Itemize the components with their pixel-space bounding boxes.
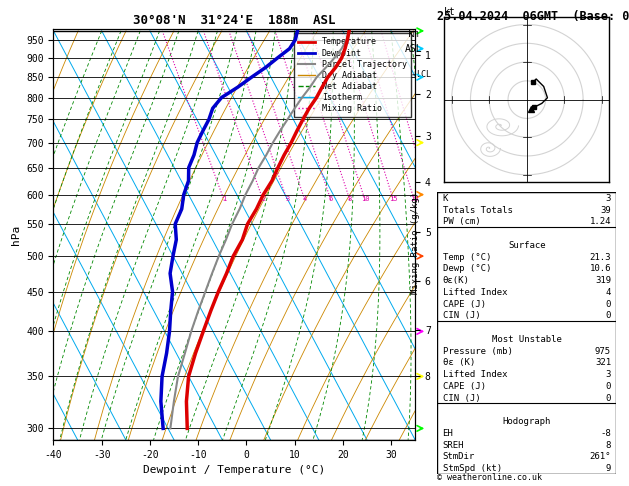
Text: 1.24: 1.24 bbox=[589, 217, 611, 226]
Y-axis label: hPa: hPa bbox=[11, 225, 21, 244]
Text: SREH: SREH bbox=[443, 441, 464, 450]
Text: StmDir: StmDir bbox=[443, 452, 475, 461]
Text: 3: 3 bbox=[285, 196, 289, 202]
Text: © weatheronline.co.uk: © weatheronline.co.uk bbox=[437, 473, 542, 482]
X-axis label: Dewpoint / Temperature (°C): Dewpoint / Temperature (°C) bbox=[143, 465, 325, 475]
Text: 0: 0 bbox=[606, 300, 611, 309]
Text: 4: 4 bbox=[606, 288, 611, 297]
Text: PW (cm): PW (cm) bbox=[443, 217, 480, 226]
Text: Mixing Ratio (g/kg): Mixing Ratio (g/kg) bbox=[411, 192, 420, 294]
Text: ASL: ASL bbox=[405, 44, 423, 54]
Text: CAPE (J): CAPE (J) bbox=[443, 300, 486, 309]
Text: Temp (°C): Temp (°C) bbox=[443, 253, 491, 261]
Text: 10.6: 10.6 bbox=[589, 264, 611, 274]
Text: Totals Totals: Totals Totals bbox=[443, 206, 513, 215]
Text: 2: 2 bbox=[261, 196, 265, 202]
Text: 39: 39 bbox=[600, 206, 611, 215]
Text: LCL: LCL bbox=[416, 70, 431, 79]
Text: 21.3: 21.3 bbox=[589, 253, 611, 261]
Text: 25.04.2024  06GMT  (Base: 06): 25.04.2024 06GMT (Base: 06) bbox=[437, 10, 629, 23]
Text: 319: 319 bbox=[595, 276, 611, 285]
Title: 30°08'N  31°24'E  188m  ASL: 30°08'N 31°24'E 188m ASL bbox=[133, 14, 335, 27]
Text: θε(K): θε(K) bbox=[443, 276, 469, 285]
Text: Lifted Index: Lifted Index bbox=[443, 370, 507, 379]
Legend: Temperature, Dewpoint, Parcel Trajectory, Dry Adiabat, Wet Adiabat, Isotherm, Mi: Temperature, Dewpoint, Parcel Trajectory… bbox=[294, 34, 411, 117]
Text: 0: 0 bbox=[606, 382, 611, 391]
Text: K: K bbox=[443, 194, 448, 203]
Text: 6: 6 bbox=[329, 196, 333, 202]
Text: StmSpd (kt): StmSpd (kt) bbox=[443, 464, 502, 473]
Text: CIN (J): CIN (J) bbox=[443, 394, 480, 402]
Text: 9: 9 bbox=[606, 464, 611, 473]
Text: 20: 20 bbox=[410, 196, 418, 202]
Text: Lifted Index: Lifted Index bbox=[443, 288, 507, 297]
Text: -8: -8 bbox=[600, 429, 611, 438]
Text: CAPE (J): CAPE (J) bbox=[443, 382, 486, 391]
Text: 975: 975 bbox=[595, 347, 611, 356]
Text: 10: 10 bbox=[361, 196, 369, 202]
Text: Surface: Surface bbox=[508, 241, 545, 250]
Text: Most Unstable: Most Unstable bbox=[492, 335, 562, 344]
Text: km: km bbox=[408, 29, 420, 39]
Text: θε (K): θε (K) bbox=[443, 358, 475, 367]
Text: 4: 4 bbox=[303, 196, 307, 202]
Text: 0: 0 bbox=[606, 312, 611, 320]
Text: 15: 15 bbox=[389, 196, 398, 202]
Text: Dewp (°C): Dewp (°C) bbox=[443, 264, 491, 274]
Text: CIN (J): CIN (J) bbox=[443, 312, 480, 320]
Text: 8: 8 bbox=[348, 196, 352, 202]
Text: kt: kt bbox=[444, 7, 456, 17]
Text: 3: 3 bbox=[606, 194, 611, 203]
Text: Hodograph: Hodograph bbox=[503, 417, 551, 426]
Text: 261°: 261° bbox=[589, 452, 611, 461]
Text: 0: 0 bbox=[606, 394, 611, 402]
Text: Pressure (mb): Pressure (mb) bbox=[443, 347, 513, 356]
Text: 8: 8 bbox=[606, 441, 611, 450]
Text: EH: EH bbox=[443, 429, 454, 438]
Text: 1: 1 bbox=[222, 196, 226, 202]
Text: 3: 3 bbox=[606, 370, 611, 379]
Text: 321: 321 bbox=[595, 358, 611, 367]
